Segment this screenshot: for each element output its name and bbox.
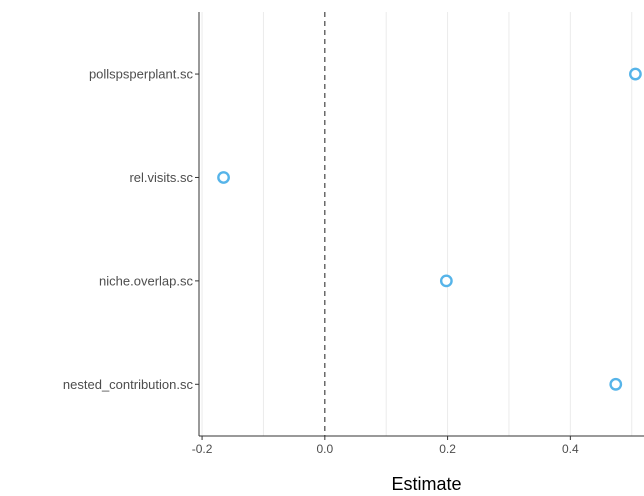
- x-tick-label: 0.2: [439, 442, 456, 456]
- grid-lines: [201, 12, 633, 436]
- y-tick-label: rel.visits.sc: [129, 170, 193, 185]
- x-tick-label: 0.4: [562, 442, 579, 456]
- data-point: [217, 171, 230, 184]
- y-tick-label: nested_contribution.sc: [63, 377, 194, 392]
- data-point: [439, 274, 453, 288]
- x-tick-label: -0.2: [192, 442, 213, 456]
- y-axis-ticks: pollspsperplant.sc rel.visits.sc niche.ove…: [63, 67, 199, 392]
- y-tick-label: niche.overlap.sc: [99, 273, 193, 288]
- data-point: [609, 377, 623, 391]
- x-axis-ticks: -0.2 0.0 0.2 0.4: [192, 436, 579, 456]
- x-axis-title: Estimate: [391, 474, 461, 494]
- y-tick-label: pollspsperplant.sc: [89, 67, 194, 82]
- data-points: [217, 67, 642, 391]
- data-point: [629, 67, 642, 81]
- x-tick-label: 0.0: [316, 442, 333, 456]
